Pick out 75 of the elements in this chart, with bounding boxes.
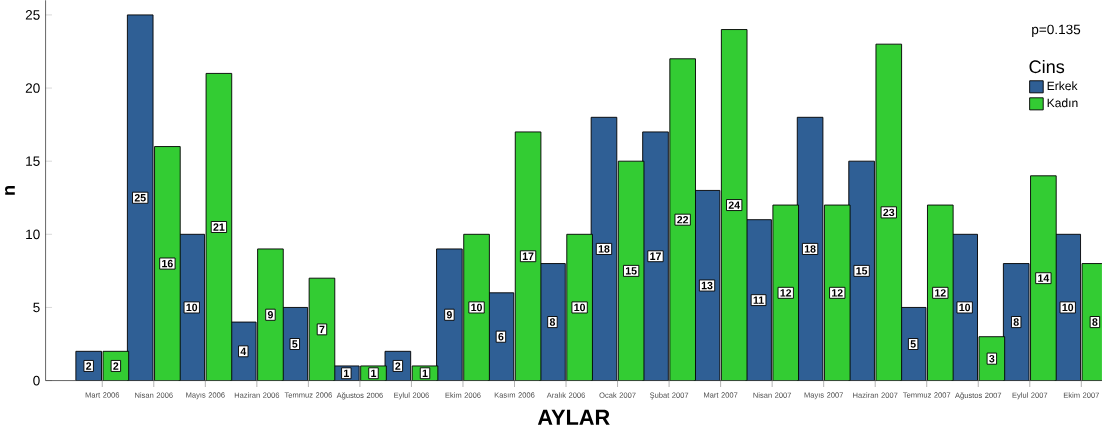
bar bbox=[617, 160, 645, 381]
data-label: 21 bbox=[213, 223, 225, 231]
data-label: 15 bbox=[856, 267, 868, 275]
data-label: 10 bbox=[959, 303, 971, 312]
legend-title: Cins bbox=[1029, 59, 1065, 74]
data-label: 10 bbox=[574, 303, 586, 312]
legend-label: Kadın bbox=[1047, 98, 1078, 108]
annotation: p=0.135 bbox=[1032, 24, 1081, 38]
data-label: 8 bbox=[549, 318, 556, 326]
data-label: 10 bbox=[186, 303, 198, 312]
data-label: 13 bbox=[701, 281, 713, 290]
data-label: 22 bbox=[677, 216, 689, 224]
data-label: 1 bbox=[422, 369, 428, 377]
bar bbox=[848, 160, 875, 381]
data-label: 11 bbox=[753, 296, 764, 304]
bar bbox=[566, 233, 593, 381]
data-label: 5 bbox=[292, 340, 298, 348]
data-label: 2 bbox=[113, 362, 119, 370]
data-label: 12 bbox=[935, 289, 946, 297]
data-label: 2 bbox=[86, 362, 92, 370]
bar bbox=[205, 73, 233, 381]
data-label: 9 bbox=[267, 311, 273, 319]
bar bbox=[436, 248, 463, 381]
data-label: 15 bbox=[625, 267, 637, 275]
bar bbox=[463, 233, 490, 381]
data-label: 8 bbox=[1013, 318, 1019, 326]
data-label: 8 bbox=[1092, 318, 1098, 326]
y-tick-label: 15 bbox=[26, 156, 40, 167]
data-label: 12 bbox=[780, 289, 792, 297]
data-label: 1 bbox=[344, 369, 349, 377]
data-label: 17 bbox=[650, 252, 661, 260]
bar bbox=[154, 146, 181, 381]
bar bbox=[720, 29, 748, 381]
data-label: 23 bbox=[883, 208, 895, 217]
bar bbox=[126, 14, 154, 381]
y-axis-title: n bbox=[5, 186, 15, 195]
bar bbox=[590, 116, 618, 381]
data-label: 18 bbox=[598, 245, 610, 253]
data-label: 18 bbox=[804, 245, 816, 253]
bar bbox=[772, 204, 800, 381]
data-label: 6 bbox=[498, 333, 504, 341]
bar bbox=[693, 190, 721, 381]
data-label: 16 bbox=[162, 259, 173, 268]
data-label: 10 bbox=[471, 303, 482, 312]
data-label: 9 bbox=[446, 311, 452, 319]
bar bbox=[875, 43, 903, 381]
data-label: 14 bbox=[1038, 274, 1050, 282]
bar bbox=[823, 204, 851, 381]
data-label: 25 bbox=[134, 194, 146, 202]
bar bbox=[257, 248, 284, 381]
legend-label: Erkek bbox=[1047, 81, 1078, 91]
bar bbox=[796, 116, 824, 381]
data-label: 2 bbox=[395, 362, 401, 370]
data-label: 17 bbox=[522, 252, 534, 260]
y-tick-label: 20 bbox=[25, 83, 40, 93]
bar bbox=[308, 277, 336, 381]
x-axis-title: AYLAR bbox=[537, 409, 610, 425]
y-tick-label: 5 bbox=[33, 302, 40, 313]
data-label: 4 bbox=[240, 347, 247, 356]
data-label: 7 bbox=[319, 325, 325, 334]
data-label: 12 bbox=[832, 289, 843, 297]
bar bbox=[927, 204, 954, 381]
bar bbox=[1030, 175, 1057, 381]
data-label: 1 bbox=[371, 369, 377, 377]
y-tick-label: 10 bbox=[26, 229, 40, 240]
y-tick-label: 0 bbox=[33, 375, 40, 386]
data-label: 10 bbox=[1062, 303, 1074, 312]
data-label: 3 bbox=[989, 354, 995, 363]
bar bbox=[669, 58, 696, 381]
y-tick-label: 25 bbox=[25, 10, 40, 20]
data-label: 5 bbox=[910, 340, 916, 348]
bar bbox=[642, 131, 669, 381]
bar bbox=[514, 131, 542, 381]
data-label: 24 bbox=[728, 201, 741, 209]
bar bbox=[1002, 263, 1030, 381]
